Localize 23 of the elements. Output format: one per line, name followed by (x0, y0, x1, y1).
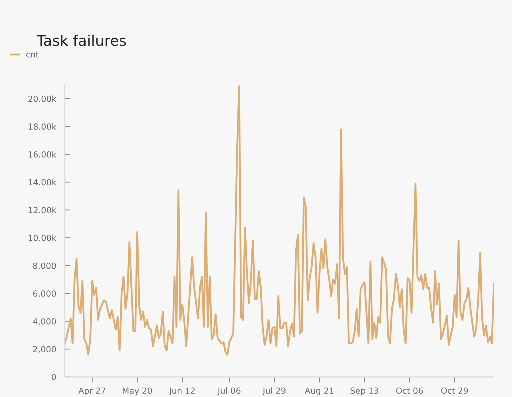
x-tick-label: Oct 06 (396, 388, 424, 394)
x-tick-label: Jun 12 (169, 388, 195, 396)
x-tick-label: Oct 29 (442, 388, 468, 394)
y-tick-label: 4,000 (33, 318, 56, 326)
line-series (65, 85, 494, 356)
x-tick-label: Jul 06 (218, 388, 241, 396)
y-tick-label: 20.00k (28, 96, 57, 102)
y-tick-label: 8,000 (33, 262, 56, 270)
y-tick-label: 2,000 (33, 346, 56, 354)
y-tick-label: 0 (52, 374, 56, 380)
x-tick-label: Jul 29 (262, 388, 286, 396)
y-tick-label: 10.00k (28, 234, 57, 242)
chart-title: Task failures (36, 34, 126, 46)
y-tick-label: 18.00k (28, 124, 57, 130)
x-tick-label: Sep 13 (350, 388, 379, 396)
y-tick-label: 14.00k (28, 179, 57, 186)
x-tick-label: May 20 (123, 388, 152, 396)
y-tick-label: 12.00k (28, 207, 57, 214)
y-tick-label: 6,000 (33, 290, 56, 298)
legend-label: cnt (26, 52, 39, 58)
x-tick-label: Aug 21 (305, 388, 334, 396)
x-tick-label: Apr 27 (78, 388, 106, 396)
y-tick-label: 16.00k (28, 151, 57, 158)
